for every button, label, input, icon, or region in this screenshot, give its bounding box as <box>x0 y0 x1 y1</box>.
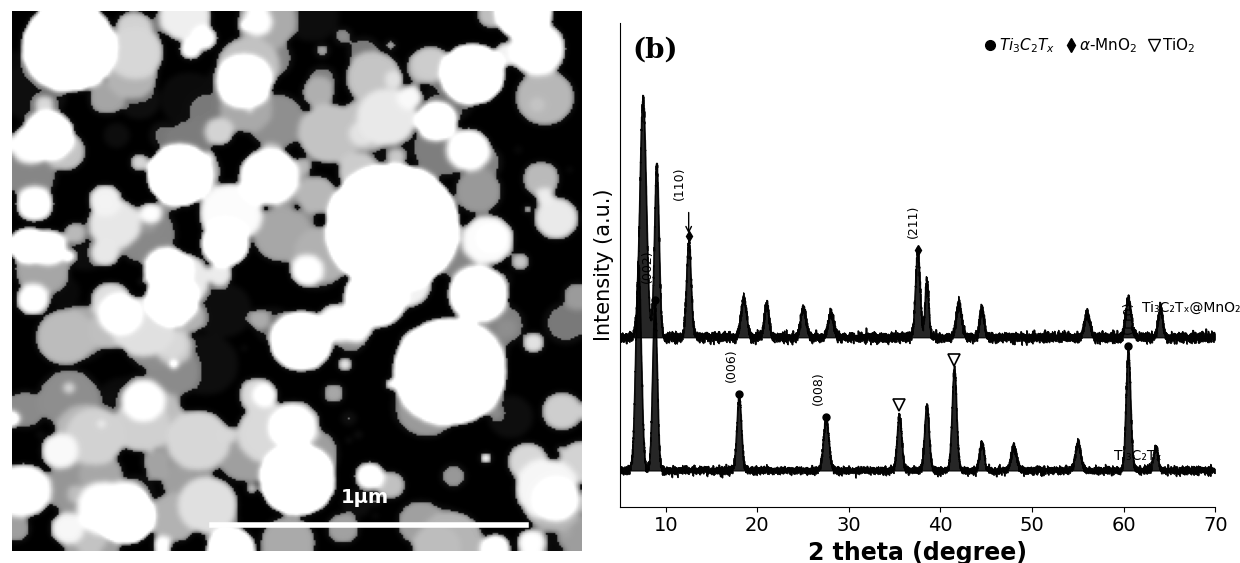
Legend: $Ti_3C_2T_x$, $\alpha$-MnO$_2$, TiO$_2$: $Ti_3C_2T_x$, $\alpha$-MnO$_2$, TiO$_2$ <box>981 30 1202 61</box>
Text: (b): (b) <box>632 37 677 64</box>
Text: (211): (211) <box>906 204 920 238</box>
X-axis label: 2 theta (degree): 2 theta (degree) <box>808 541 1027 563</box>
Text: (002): (002) <box>641 249 653 283</box>
Text: (008): (008) <box>812 371 825 405</box>
Text: (110): (110) <box>673 167 686 200</box>
Text: 1μm: 1μm <box>340 488 388 507</box>
Text: Ti₃C₂Tₓ: Ti₃C₂Tₓ <box>1115 449 1162 463</box>
Text: (a): (a) <box>27 25 67 48</box>
Text: (006): (006) <box>725 348 738 382</box>
Text: Ti₃C₂Tₓ@MnO₂: Ti₃C₂Tₓ@MnO₂ <box>1142 301 1240 315</box>
Y-axis label: Intensity (a.u.): Intensity (a.u.) <box>594 189 615 341</box>
Text: (110): (110) <box>1122 301 1135 334</box>
